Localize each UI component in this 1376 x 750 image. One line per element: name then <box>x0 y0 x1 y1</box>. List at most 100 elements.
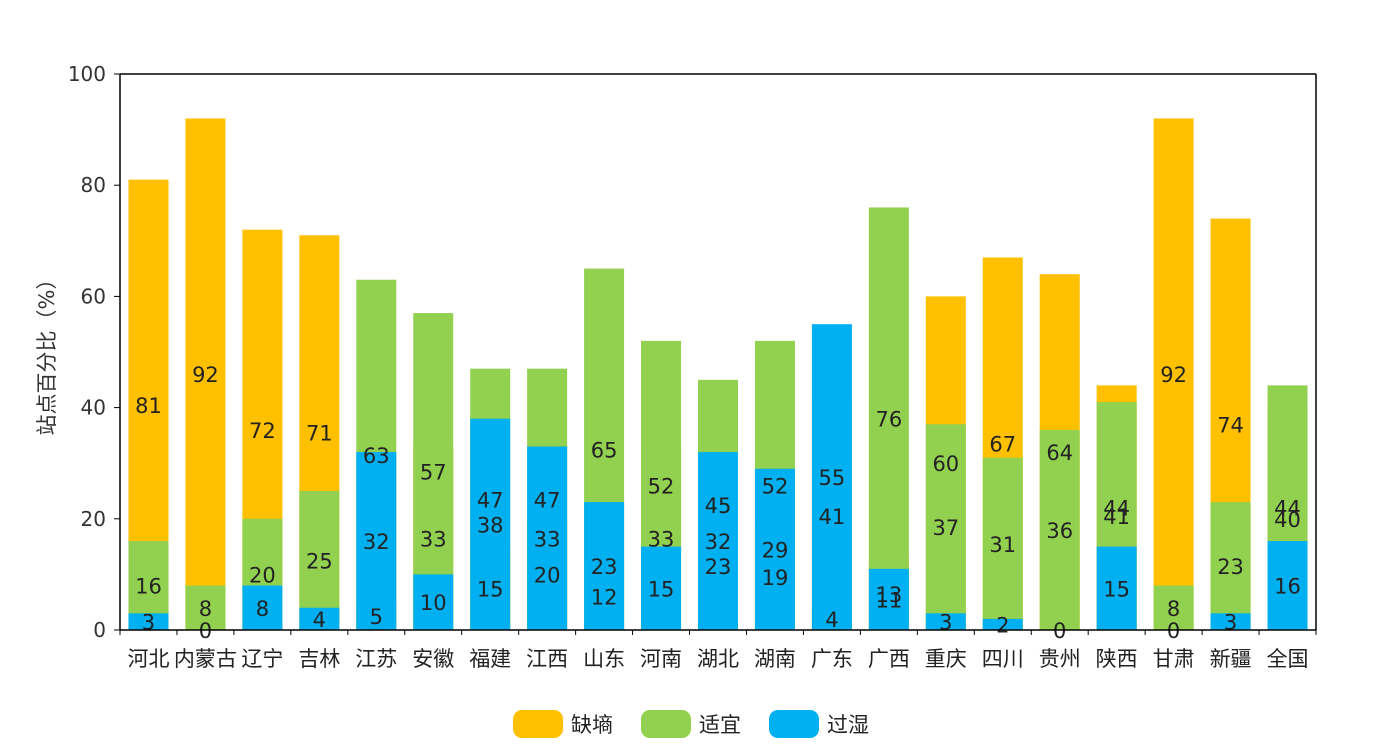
category-label-3: 吉林 <box>298 647 340 671</box>
bar-1-13 <box>868 207 909 630</box>
bar-2-6 <box>470 418 511 630</box>
data-label-0-9: 33 <box>648 527 675 551</box>
data-label-2-19: 3 <box>1224 611 1237 635</box>
legend-label-1: 适宜 <box>699 713 741 737</box>
bar-2-9 <box>641 546 682 630</box>
bar-2-8 <box>584 502 625 630</box>
data-label-0-15: 67 <box>989 433 1016 457</box>
data-label-1-13: 76 <box>875 408 902 432</box>
data-label-2-6: 38 <box>477 513 504 537</box>
data-label-2-0: 3 <box>142 611 155 635</box>
data-label-2-5: 10 <box>420 591 447 615</box>
bar-2-14 <box>925 613 966 630</box>
category-label-13: 广西 <box>868 647 910 671</box>
data-label-1-11: 52 <box>762 474 789 498</box>
bar-2-19 <box>1210 613 1251 630</box>
bar-2-4 <box>356 452 397 630</box>
bar-0-18 <box>1153 118 1194 630</box>
data-label-1-5: 57 <box>420 461 447 485</box>
data-label-2-12: 55 <box>819 466 846 490</box>
data-label-0-4: 5 <box>370 605 383 629</box>
y-tick-label-2: 40 <box>81 396 106 420</box>
data-label-1-17: 41 <box>1103 505 1130 529</box>
data-label-1-18: 8 <box>1167 597 1180 621</box>
bar-1-1 <box>185 585 226 630</box>
legend-label-2: 过湿 <box>827 713 869 737</box>
category-label-5: 安徽 <box>412 647 454 671</box>
category-label-8: 山东 <box>583 647 625 671</box>
data-label-1-2: 20 <box>249 563 276 587</box>
category-label-9: 河南 <box>640 647 682 671</box>
data-label-2-18: 0 <box>1167 619 1180 643</box>
data-label-1-15: 31 <box>989 533 1016 557</box>
data-label-1-8: 65 <box>591 438 618 462</box>
data-label-2-20: 16 <box>1274 575 1301 599</box>
data-label-0-2: 72 <box>249 419 276 443</box>
bar-1-3 <box>299 491 340 630</box>
bar-2-11 <box>754 468 795 630</box>
data-label-0-1: 92 <box>192 363 219 387</box>
data-label-1-6: 47 <box>477 488 504 512</box>
legend: 缺墒 适宜 过湿 <box>513 710 869 738</box>
category-label-10: 湖北 <box>697 647 739 671</box>
data-label-1-20: 44 <box>1274 497 1301 521</box>
category-label-2: 辽宁 <box>241 647 283 671</box>
category-label-15: 四川 <box>982 647 1024 671</box>
data-label-1-9: 52 <box>648 474 675 498</box>
legend-swatch-2 <box>769 710 819 738</box>
data-label-0-12: 4 <box>825 608 838 632</box>
bar-2-5 <box>413 574 454 630</box>
data-label-0-18: 92 <box>1160 363 1187 387</box>
bar-1-15 <box>982 457 1023 630</box>
data-label-0-10: 23 <box>705 555 732 579</box>
legend-swatch-0 <box>513 710 563 738</box>
bar-1-18 <box>1153 585 1194 630</box>
axes-layer: 河北 内蒙古 辽宁 吉林 江苏 安徽 福建 江西 山东 河南 湖北 湖南 广东 广西 重庆 四川 贵州 陕西 甘肃新… <box>68 62 1317 671</box>
data-label-0-14: 60 <box>932 452 959 476</box>
data-label-0-3: 71 <box>306 422 333 446</box>
data-label-1-0: 16 <box>135 575 162 599</box>
data-label-2-14: 3 <box>939 611 952 635</box>
data-label-2-15: 2 <box>996 613 1009 637</box>
data-label-2-17: 15 <box>1103 577 1130 601</box>
category-label-20: 全国 <box>1267 647 1309 671</box>
data-label-1-19: 23 <box>1217 555 1244 579</box>
category-label-6: 福建 <box>469 647 511 671</box>
bar-2-0 <box>128 613 169 630</box>
data-label-0-5: 33 <box>420 527 447 551</box>
category-label-7: 江西 <box>526 647 568 671</box>
data-label-1-10: 45 <box>705 494 732 518</box>
category-label-4: 江苏 <box>355 647 397 671</box>
data-label-2-9: 15 <box>648 577 675 601</box>
category-label-17: 陕西 <box>1096 647 1138 671</box>
category-label-1: 内蒙古 <box>174 647 237 671</box>
data-label-1-7: 47 <box>534 488 561 512</box>
bar-1-19 <box>1210 502 1251 630</box>
data-label-0-20: 40 <box>1274 508 1301 532</box>
data-label-2-13: 11 <box>875 588 902 612</box>
data-label-2-4: 32 <box>363 530 390 554</box>
y-axis-title: 站点百分比（%） <box>35 269 59 436</box>
data-label-0-17: 44 <box>1103 497 1130 521</box>
data-label-2-11: 29 <box>762 538 789 562</box>
y-tick-label-5: 100 <box>68 62 106 86</box>
bar-2-17 <box>1096 546 1137 630</box>
category-label-14: 重庆 <box>925 647 967 671</box>
data-label-0-13: 13 <box>875 583 902 607</box>
data-label-0-16: 64 <box>1046 441 1073 465</box>
data-label-2-7: 33 <box>534 527 561 551</box>
data-label-2-3: 4 <box>313 608 326 632</box>
legend-label-0: 缺墒 <box>571 713 613 737</box>
data-label-1-1: 8 <box>199 597 212 621</box>
bar-1-14 <box>925 424 966 630</box>
data-label-0-0: 81 <box>135 394 162 418</box>
y-tick-label-1: 20 <box>81 507 106 531</box>
category-label-12: 广东 <box>811 647 853 671</box>
y-tick-label-4: 80 <box>81 173 106 197</box>
data-label-0-19: 74 <box>1217 413 1244 437</box>
y-tick-label-0: 0 <box>93 618 106 642</box>
category-label-19: 新疆 <box>1210 647 1252 671</box>
bar-2-2 <box>242 585 283 630</box>
